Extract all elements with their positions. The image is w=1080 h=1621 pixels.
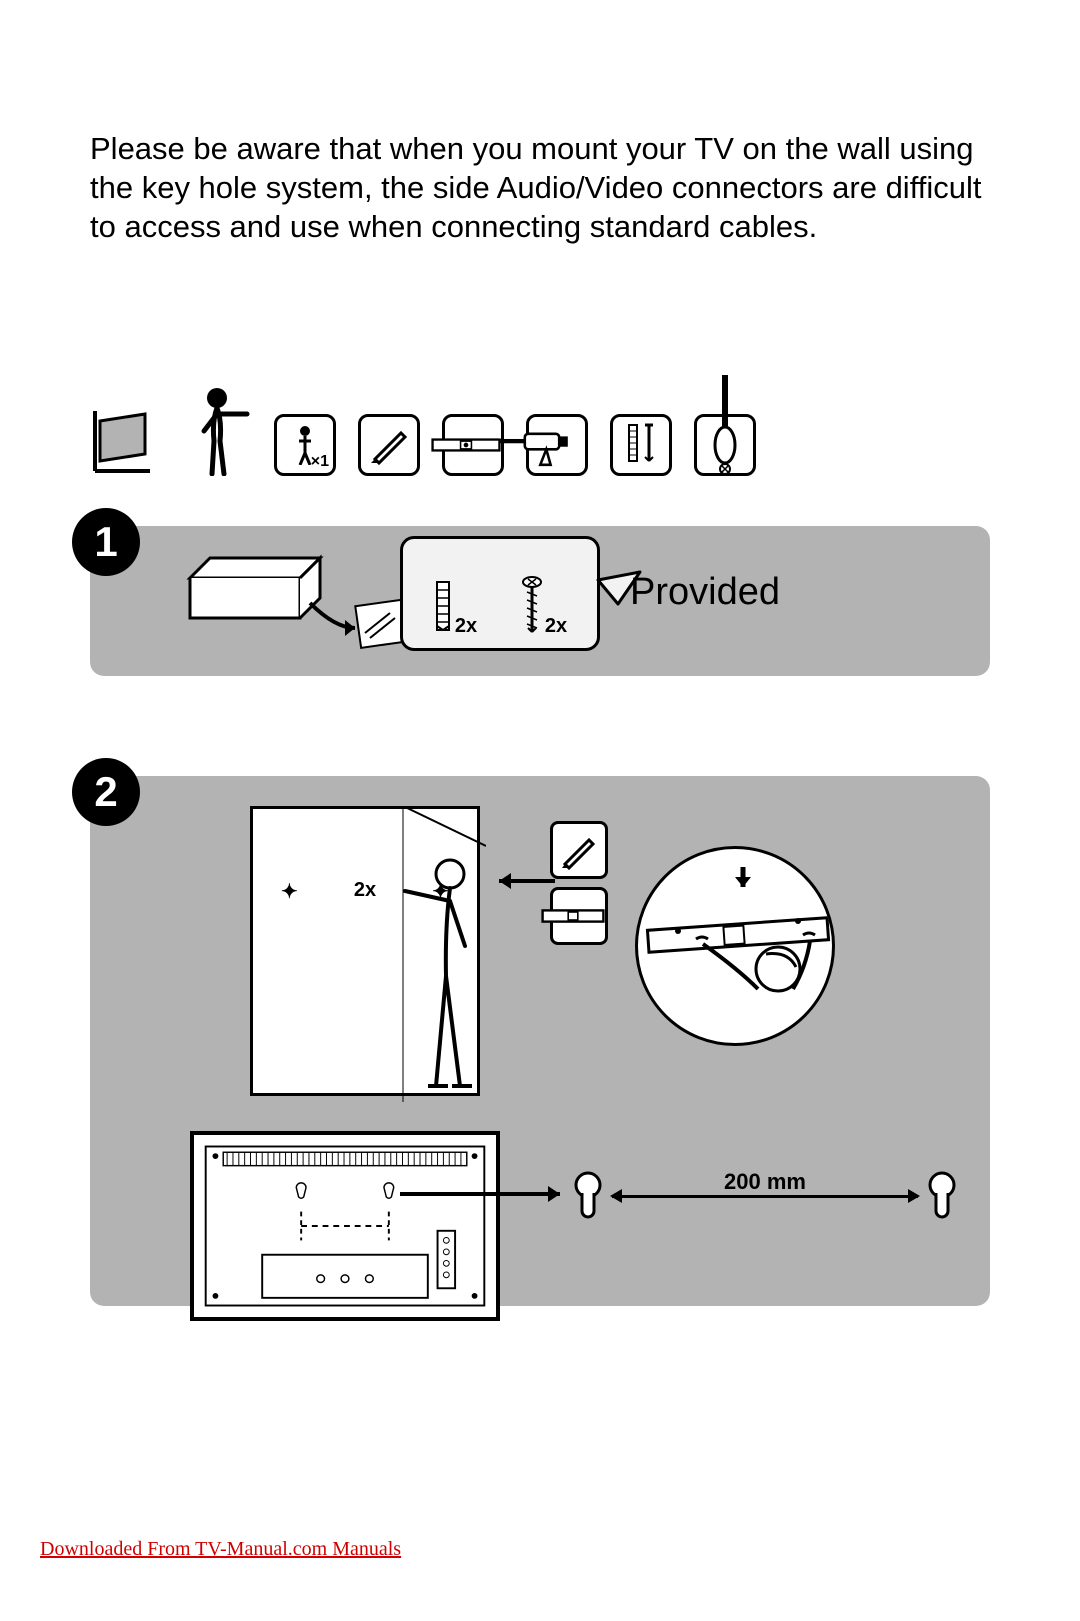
keyhole-icon — [570, 1171, 606, 1221]
person-count-icon: ×1 — [274, 414, 336, 476]
provided-parts-bubble: 2x 2x — [400, 536, 600, 651]
step-2-badge: 2 — [72, 758, 140, 826]
person-pointing-icon — [192, 386, 252, 476]
wall-anchor-icon — [433, 578, 453, 638]
mark-cross-icon: ✦ — [281, 879, 298, 904]
keyhole-distance-dimension: 200 mm — [570, 1171, 960, 1221]
provided-label: Provided — [630, 571, 780, 614]
step-1-panel: 1 2x 2x — [90, 526, 990, 676]
pencil-icon — [559, 830, 599, 870]
leveling-detail-circle — [635, 846, 835, 1046]
drill-icon — [526, 414, 588, 476]
screw-icon — [521, 576, 543, 638]
step-2-panel: 2 ✦ 2x ✦ — [90, 776, 990, 1306]
mark-tools-stack — [550, 821, 608, 953]
mounting-warning-text: Please be aware that when you mount your… — [90, 130, 990, 246]
wall-tv-icon — [90, 406, 170, 476]
arrow-left-icon — [485, 871, 555, 891]
mark-qty-label: 2x — [354, 879, 376, 904]
step-1-badge: 1 — [72, 508, 140, 576]
person-count-label: ×1 — [311, 453, 329, 471]
tv-back-panel-icon — [190, 1131, 500, 1321]
screwdriver-icon — [694, 414, 756, 476]
box-unpack-icon — [180, 548, 410, 658]
screw-qty-label: 2x — [545, 615, 567, 638]
required-tools-row: ×1 — [90, 386, 990, 476]
dimension-line: 200 mm — [612, 1195, 918, 1198]
level-icon — [541, 903, 605, 929]
keyhole-distance-label: 200 mm — [724, 1169, 806, 1195]
anchor-screw-icon — [610, 414, 672, 476]
arrow-right-icon — [400, 1184, 575, 1204]
source-link[interactable]: Downloaded From TV-Manual.com Manuals — [40, 1538, 401, 1561]
level-icon — [442, 414, 504, 476]
person-marking-icon — [390, 856, 510, 1096]
pencil-icon — [358, 414, 420, 476]
keyhole-icon — [924, 1171, 960, 1221]
anchor-qty-label: 2x — [455, 615, 477, 638]
